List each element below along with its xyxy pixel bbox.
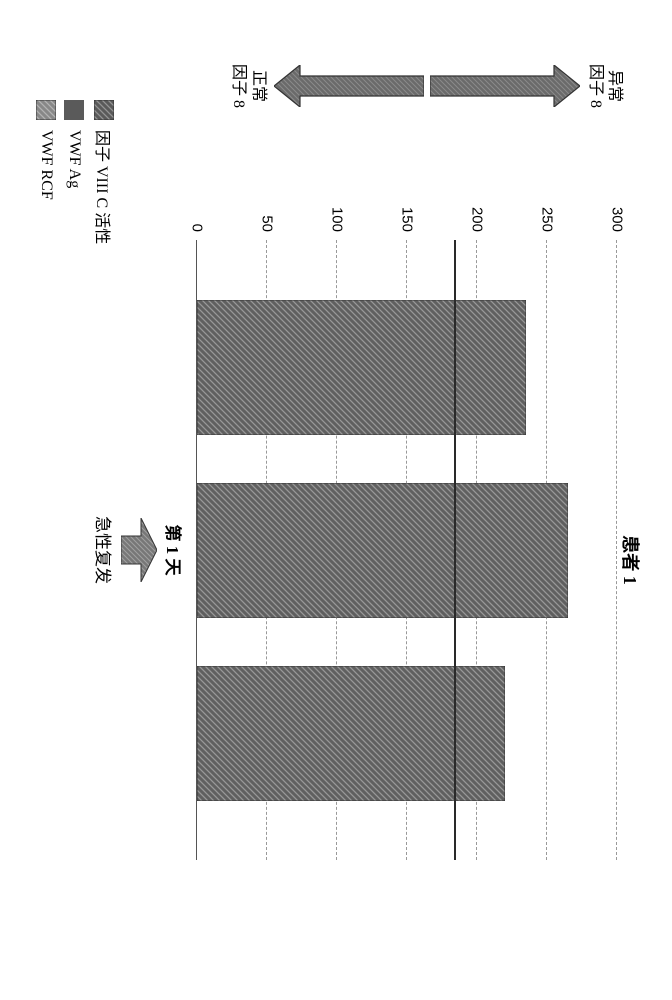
y-tick-label: 0 bbox=[189, 224, 206, 232]
y-tick-label: 300 bbox=[609, 207, 626, 232]
plot-area: 050100150200250300 第 1 天 急性复发 bbox=[177, 190, 617, 870]
bar-vwf_ag bbox=[197, 483, 568, 618]
x-category-label: 第 1 天 bbox=[162, 525, 187, 576]
legend-swatch-icon bbox=[94, 100, 114, 120]
y-axis-annotation: 异常 因子 8 正常 因子 8 bbox=[164, 36, 624, 136]
y-tick-label: 100 bbox=[329, 207, 346, 232]
legend-item-factor8c: 因子 VIII C 活性 bbox=[92, 100, 116, 244]
arrow-up-icon bbox=[430, 65, 580, 107]
normal-label: 正常 因子 8 bbox=[229, 36, 267, 136]
legend-label: VWF RCF bbox=[37, 130, 55, 200]
y-tick-label: 200 bbox=[469, 207, 486, 232]
arrow-down-icon bbox=[274, 65, 424, 107]
bar-factor8c bbox=[197, 300, 526, 435]
legend-swatch-icon bbox=[36, 100, 56, 120]
abnormal-label: 异常 因子 8 bbox=[586, 36, 624, 136]
legend-item-vwf_ag: VWF Ag bbox=[64, 100, 84, 244]
legend-swatch-icon bbox=[64, 100, 84, 120]
event-arrow-icon bbox=[116, 518, 157, 582]
event-arrow-label: 急性复发 bbox=[92, 516, 117, 584]
grid-line bbox=[616, 240, 617, 860]
legend-label: VWF Ag bbox=[65, 130, 83, 188]
y-tick-label: 50 bbox=[259, 215, 276, 232]
reference-line bbox=[454, 240, 456, 860]
y-tick-label: 150 bbox=[399, 207, 416, 232]
legend-label: 因子 VIII C 活性 bbox=[92, 130, 116, 244]
legend: 因子 VIII C 活性 VWF Ag VWF RCF bbox=[28, 100, 124, 244]
bar-vwf_rcf bbox=[197, 666, 505, 801]
legend-item-vwf_rcf: VWF RCF bbox=[36, 100, 56, 244]
chart-title: 患者 1 bbox=[618, 120, 644, 1000]
y-tick-label: 250 bbox=[539, 207, 556, 232]
